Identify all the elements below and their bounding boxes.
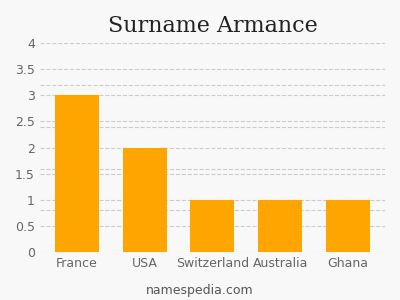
Bar (326, 200, 370, 252)
Bar (123, 148, 167, 252)
Bar (190, 200, 234, 252)
Bar (55, 95, 99, 252)
Title: Surname Armance: Surname Armance (108, 15, 317, 37)
Text: namespedia.com: namespedia.com (146, 284, 254, 297)
Bar (258, 200, 302, 252)
